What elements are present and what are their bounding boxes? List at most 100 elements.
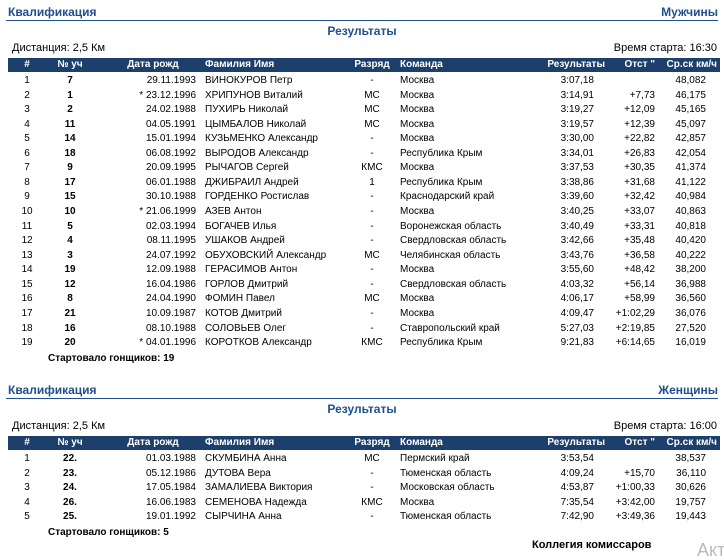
column-header: Отст " [624, 59, 655, 70]
cell: 42,857 [675, 133, 706, 145]
cell: 45,165 [675, 104, 706, 116]
column-header: Дата рожд [127, 59, 179, 70]
column-header: Ср.ск км/ч [666, 59, 717, 70]
watermark: Акт [697, 540, 724, 560]
cell: +56,14 [624, 278, 655, 290]
column-header: Команда [400, 59, 443, 70]
cell: Пермский край [400, 453, 470, 464]
cell: 40,984 [675, 191, 706, 203]
cell: 08.11.1995 [146, 235, 196, 247]
cell: РЫЧАГОВ Сергей [205, 162, 289, 174]
cell: ГОРДЕНКО Ростислав [205, 191, 310, 203]
cell: 3 [24, 104, 30, 116]
started-count: Стартовало гонщиков: 5 [48, 526, 169, 538]
cell: СКУМБИНА Анна [205, 453, 287, 464]
cell: - [370, 133, 374, 145]
cell: Москва [400, 264, 435, 276]
cell: - [370, 482, 374, 494]
cell: 04.05.1991 [145, 118, 196, 130]
cell: - [370, 220, 374, 232]
cell: +12,39 [624, 118, 655, 130]
cell: 19,757 [675, 496, 706, 508]
cell: 1 [67, 89, 73, 101]
cell: 3:40,25 [560, 206, 594, 218]
column-header: Фамилия Имя [205, 59, 275, 70]
cell: МС [364, 293, 380, 305]
cell: 36,110 [676, 467, 706, 479]
cell: 17 [64, 176, 76, 188]
cell: 7:35,54 [560, 496, 594, 508]
column-header: Разряд [354, 59, 390, 70]
cell: 01.03.1988 [145, 453, 196, 464]
cell: 17.05.1984 [145, 482, 196, 494]
cell: Воронежская область [400, 220, 502, 232]
cell: +31,68 [624, 176, 655, 188]
cell: 38,537 [675, 453, 706, 464]
cell: Свердловская область [400, 235, 507, 247]
cell: 48,082 [675, 75, 706, 86]
cell: +35,48 [624, 235, 655, 247]
cell: Москва [400, 104, 435, 116]
cell: ЦЫМБАЛОВ Николай [205, 118, 307, 130]
cell: Москва [400, 496, 435, 508]
cell: 3:30,00 [560, 133, 594, 145]
cell: 21 [64, 307, 76, 319]
cell: 02.03.1994 [145, 220, 196, 232]
cell: 17 [21, 307, 33, 319]
cell: 4:03,32 [560, 278, 594, 290]
subtitle: Результаты [327, 402, 397, 416]
header-rule [6, 20, 718, 21]
cell: МС [364, 104, 380, 116]
cell: 3:07,18 [560, 75, 594, 86]
cell: 3:38,86 [560, 176, 594, 188]
cell: Свердловская область [400, 278, 507, 290]
cell: 3:55,60 [560, 264, 594, 276]
cell: 41,374 [675, 162, 706, 174]
cell: 5 [67, 220, 73, 232]
cell: Республика Крым [400, 147, 483, 159]
cell: 16.06.1983 [145, 496, 196, 508]
cell: 46,175 [675, 89, 706, 101]
cell: Москва [400, 307, 435, 319]
cell: Челябинская область [400, 249, 501, 261]
cell: Москва [400, 75, 435, 86]
cell: 36,560 [675, 293, 706, 305]
cell: СЕМЕНОВА Надежда [205, 496, 307, 508]
cell: - [370, 206, 374, 218]
cell: 23. [63, 467, 77, 479]
cell: 3:34,01 [560, 147, 594, 159]
cell: 16.04.1986 [145, 278, 196, 290]
cell: 19 [21, 337, 33, 349]
cell: 19.01.1992 [145, 511, 196, 523]
cell: 29.11.1993 [146, 75, 196, 86]
cell: 15 [64, 191, 76, 203]
cell: ХРИПУНОВ Виталий [205, 89, 303, 101]
started-count: Стартовало гонщиков: 19 [48, 352, 175, 364]
cell: СОЛОВЬЕВ Олег [205, 322, 287, 334]
cell: 3 [67, 249, 73, 261]
column-header: Отст " [624, 437, 655, 448]
cell: БОГАЧЕВ Илья [205, 220, 277, 232]
header-band [8, 58, 720, 72]
cell: 10 [21, 206, 33, 218]
cell: КМС [361, 162, 383, 174]
cell: 3 [24, 482, 30, 494]
cell: 24.04.1990 [145, 293, 196, 305]
cell: 30.10.1988 [145, 191, 196, 203]
cell: +36,58 [624, 249, 655, 261]
cell: +33,07 [624, 206, 655, 218]
start-time: Время старта: 16:30 [613, 42, 717, 54]
cell: 4:09,24 [560, 467, 594, 479]
cell: 18 [64, 147, 76, 159]
cell: 26. [63, 496, 77, 508]
cell: МС [364, 89, 380, 101]
cell: - [370, 322, 374, 334]
cell: 19 [64, 264, 76, 276]
header-band [8, 436, 720, 450]
cell: 4:09,47 [560, 307, 594, 319]
column-header: Ср.ск км/ч [666, 437, 717, 448]
cell: ПУХИРЬ Николай [205, 104, 289, 116]
cell: 3:43,76 [560, 249, 594, 261]
cell: 36,076 [675, 307, 706, 319]
cell: ГОРЛОВ Дмитрий [205, 278, 289, 290]
